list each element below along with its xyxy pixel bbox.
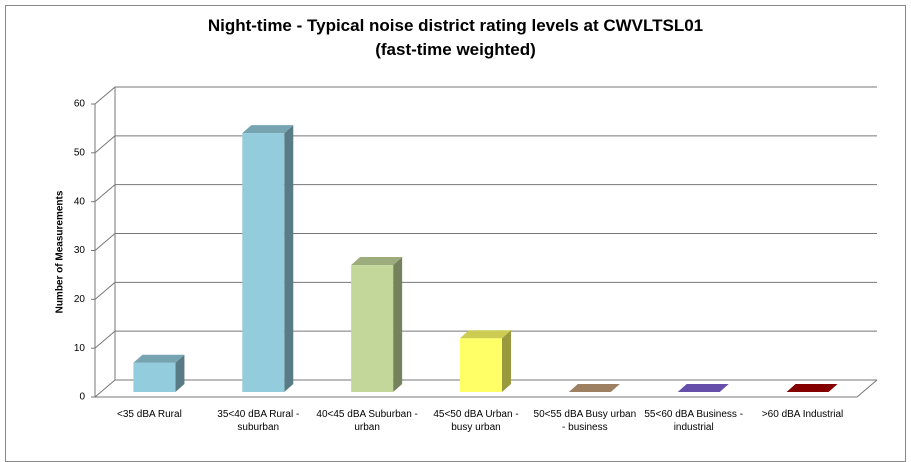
- y-tick-label: 0: [79, 392, 85, 403]
- x-tick-label: 55<60 dBA Business - industrial: [644, 409, 744, 433]
- bar-top: [133, 354, 185, 363]
- grid-line: [94, 184, 877, 203]
- x-tick-label: <35 dBA Rural: [117, 409, 182, 420]
- grid-line: [94, 379, 877, 398]
- y-tick-label: 30: [74, 245, 86, 256]
- bar: [460, 338, 502, 392]
- grid-line: [94, 281, 877, 300]
- bar-top: [351, 257, 403, 266]
- bar: [242, 133, 285, 392]
- y-tick-label: 60: [74, 99, 86, 110]
- grid-line: [94, 330, 877, 349]
- y-tick-label: 40: [74, 196, 86, 207]
- x-tick-label: 35<40 dBA Rural - suburban: [217, 409, 300, 433]
- bar-side: [284, 125, 294, 392]
- bar-side: [175, 354, 185, 392]
- bar: [351, 265, 394, 392]
- floor-right: [856, 379, 878, 398]
- chart-title: Night-time - Typical noise district rati…: [207, 16, 704, 59]
- bar-top: [460, 330, 511, 339]
- bar: [133, 362, 176, 392]
- x-tick-label: 50<55 dBA Busy urban - business: [533, 409, 637, 433]
- y-tick-label: 20: [74, 294, 86, 305]
- x-tick-label: >60 dBA Industrial: [761, 409, 844, 420]
- y-axis-label: Number of Measurements: [55, 190, 66, 313]
- bar-top: [242, 125, 294, 134]
- x-tick-label: 45<50 dBA Urban - busy urban: [433, 409, 519, 433]
- bar-top: [568, 384, 620, 392]
- grid-line: [94, 86, 877, 105]
- grid-line: [94, 135, 877, 154]
- y-tick-label: 10: [74, 343, 86, 354]
- grid-line: [94, 233, 877, 251]
- bar-top: [786, 384, 838, 392]
- y-tick-label: 50: [74, 147, 86, 158]
- bar-side: [393, 257, 403, 392]
- x-tick-label: 40<45 dBA Suburban - urban: [316, 409, 418, 433]
- bar-top: [677, 384, 729, 392]
- bar-side: [502, 330, 511, 392]
